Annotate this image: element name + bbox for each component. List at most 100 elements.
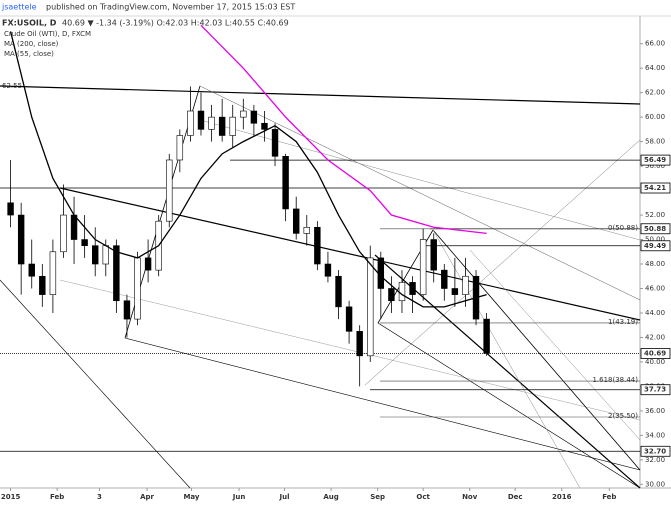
trend-line xyxy=(377,322,641,489)
x-tick-label: Aug xyxy=(323,493,338,501)
candle-body xyxy=(39,275,46,295)
trend-line xyxy=(364,139,641,386)
y-tick-label: 56.00 xyxy=(645,162,665,170)
level-label: 50.88 xyxy=(644,225,666,233)
candle-body xyxy=(166,159,173,222)
trend-line xyxy=(0,279,191,489)
ma-line xyxy=(9,31,487,308)
y-tick-label: 42.00 xyxy=(645,333,665,341)
quote: 40.69 ▼ -1.34 (-3.19%) O:42.03 H:42.03 L… xyxy=(62,19,289,28)
candle-body xyxy=(292,208,300,234)
level-box xyxy=(640,384,671,396)
level-box xyxy=(640,240,671,252)
candle-body xyxy=(208,116,215,130)
candle-body xyxy=(303,226,310,234)
x-tick-label: Jun xyxy=(232,493,246,501)
legend-entry: MA (200, close) xyxy=(4,40,59,48)
candle-body xyxy=(409,282,416,295)
published: published on TradingView.com, November 1… xyxy=(46,3,295,12)
candle-body xyxy=(60,214,67,253)
candle-body xyxy=(335,275,342,308)
trend-line xyxy=(59,279,641,421)
trend-line xyxy=(469,249,641,441)
author[interactable]: jsaettele xyxy=(1,3,37,12)
y-tick-label: 40.00 xyxy=(645,358,665,366)
ma-line xyxy=(200,24,487,235)
candle-body xyxy=(229,116,236,136)
level-label: 40.69 xyxy=(644,349,666,357)
candle-body xyxy=(345,306,353,332)
trend-line xyxy=(432,229,581,489)
y-tick-label: 30.00 xyxy=(645,480,665,488)
candle-body xyxy=(451,288,459,295)
y-tick-label: 60.00 xyxy=(645,113,665,121)
x-tick-label: May xyxy=(183,493,199,501)
level-label: 32.70 xyxy=(644,447,666,455)
candle-body xyxy=(49,251,57,295)
x-tick-label: Feb xyxy=(602,493,616,501)
candle-body xyxy=(419,239,427,295)
candle-body xyxy=(367,257,374,357)
candle-body xyxy=(7,202,14,216)
trend-line xyxy=(124,337,641,471)
x-tick-label: Oct xyxy=(416,493,430,501)
y-tick-label: 34.00 xyxy=(645,431,665,439)
level-box xyxy=(640,445,671,457)
candle-body xyxy=(250,110,258,124)
candle-body xyxy=(102,245,109,265)
x-tick-label: Jul xyxy=(279,493,290,501)
candle-body xyxy=(91,245,99,265)
level-label: 56.49 xyxy=(644,156,666,164)
x-tick-label: Sep xyxy=(370,493,385,501)
y-tick-label: 66.00 xyxy=(645,40,665,48)
y-tick-label: 44.00 xyxy=(645,309,665,317)
x-tick-label: Apr xyxy=(140,493,154,501)
trend-line xyxy=(432,229,641,471)
legend-entry: Crude Oil (WTI), D, FXCM xyxy=(4,30,91,38)
candle-body xyxy=(314,226,321,265)
y-tick-label: 52.00 xyxy=(645,211,665,219)
candle-body xyxy=(70,214,78,240)
candle-body xyxy=(134,257,141,320)
candle-body xyxy=(187,110,194,136)
level-box xyxy=(640,182,671,194)
level-label: 54.21 xyxy=(644,184,666,192)
candle-body xyxy=(197,110,205,130)
x-tick-label: Feb xyxy=(50,493,64,501)
y-tick-label: 58.00 xyxy=(645,138,665,146)
trend-line xyxy=(199,85,641,301)
level-label: 62.55 xyxy=(2,82,22,90)
candle-body xyxy=(483,318,490,354)
x-tick-label: 2015 xyxy=(1,493,21,501)
trend-line xyxy=(0,85,641,105)
candle-body xyxy=(113,245,120,302)
candle-body xyxy=(388,288,395,302)
y-tick-label: 62.00 xyxy=(645,89,665,97)
level-label: 37.73 xyxy=(644,386,666,394)
y-tick-label: 48.00 xyxy=(645,260,665,268)
candle-body xyxy=(356,331,363,357)
candle-body xyxy=(271,129,279,157)
candle-body xyxy=(17,214,25,265)
legend-entry: MA (55, close) xyxy=(4,50,54,58)
x-tick-label: 3 xyxy=(97,493,102,501)
candle-body xyxy=(81,239,88,246)
x-tick-label: Dec xyxy=(508,493,523,501)
candle-body xyxy=(28,263,35,277)
candle-body xyxy=(398,282,406,302)
candle-body xyxy=(176,135,184,161)
candle-body xyxy=(218,116,226,136)
fib-label: 2(35.50) xyxy=(608,412,638,420)
trend-line xyxy=(59,187,641,321)
level-box xyxy=(640,223,671,235)
y-tick-label: 32.00 xyxy=(645,456,665,464)
y-tick-label: 64.00 xyxy=(645,64,665,72)
trend-line xyxy=(374,254,641,489)
level-box xyxy=(640,154,671,166)
fib-label: 1(43.19) xyxy=(608,318,638,326)
candle-body xyxy=(441,269,448,289)
candle-body xyxy=(144,257,152,271)
candle-body xyxy=(462,275,469,295)
